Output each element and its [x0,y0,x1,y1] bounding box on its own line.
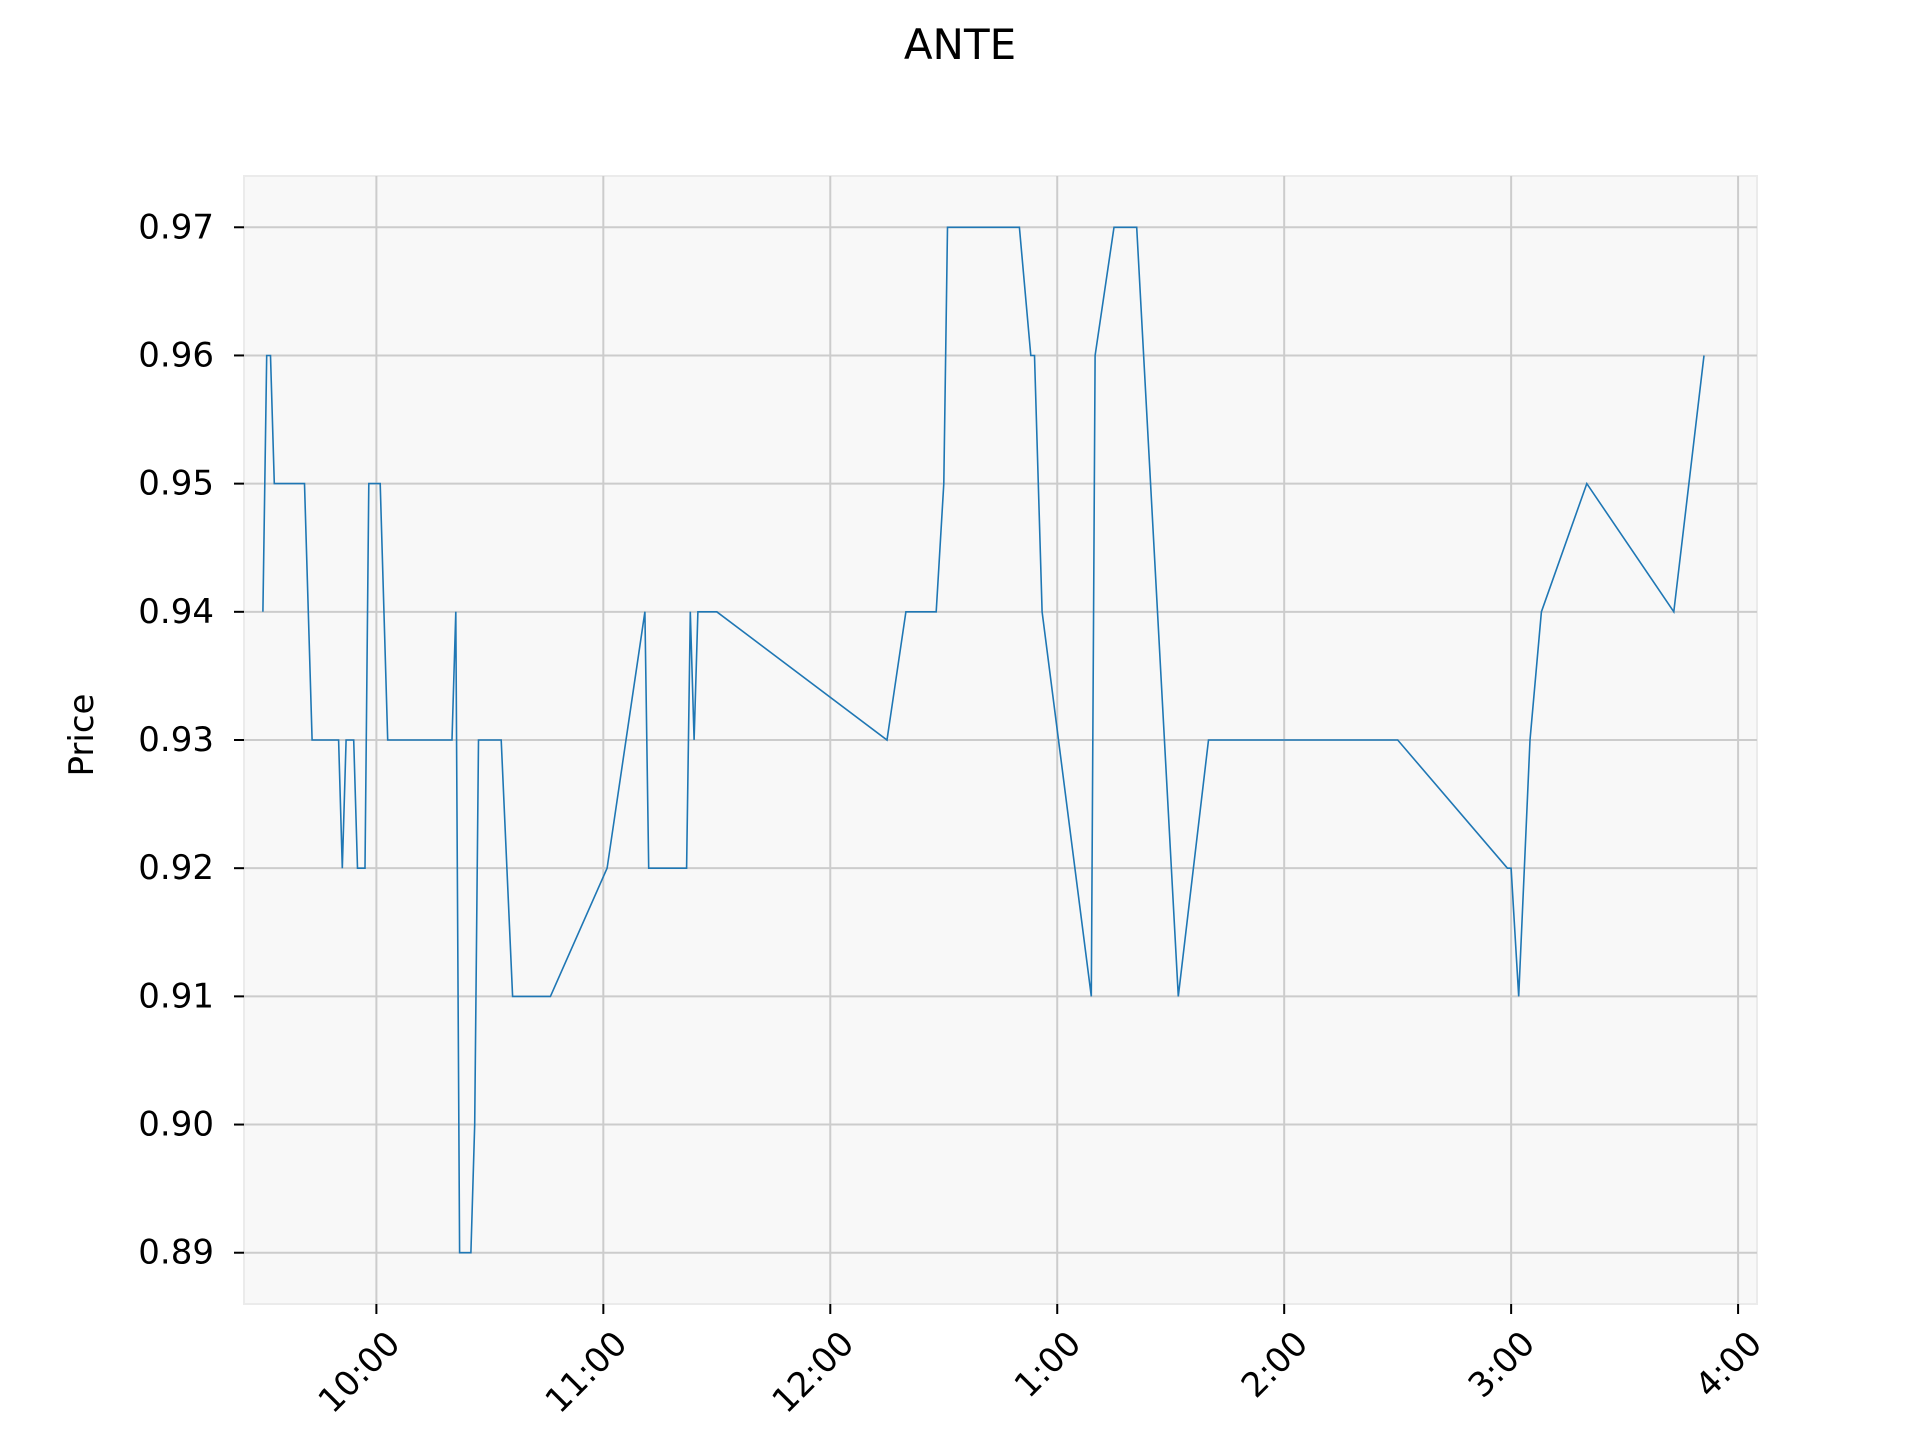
x-tick-label: 4:00 [1688,1324,1770,1406]
x-tick-label: 10:00 [311,1324,409,1422]
x-tick-label: 11:00 [538,1324,636,1422]
y-tick-label: 0.93 [138,720,214,760]
y-tick-label: 0.97 [138,207,214,247]
y-tick-label: 0.95 [138,464,214,504]
y-tick-label: 0.94 [138,592,214,632]
y-tick-label: 0.91 [138,976,214,1016]
y-tick-label: 0.90 [138,1105,214,1145]
chart-title: ANTE [903,20,1017,69]
y-tick-label: 0.89 [138,1233,214,1273]
price-series-line [262,226,1705,1254]
x-tick-label: 1:00 [1007,1324,1089,1406]
y-tick-label: 0.96 [138,335,214,375]
x-tick-label: 12:00 [765,1324,863,1422]
x-tick-label: 3:00 [1461,1324,1543,1406]
x-tick-label: 2:00 [1234,1324,1316,1406]
y-tick-label: 0.92 [138,848,214,888]
